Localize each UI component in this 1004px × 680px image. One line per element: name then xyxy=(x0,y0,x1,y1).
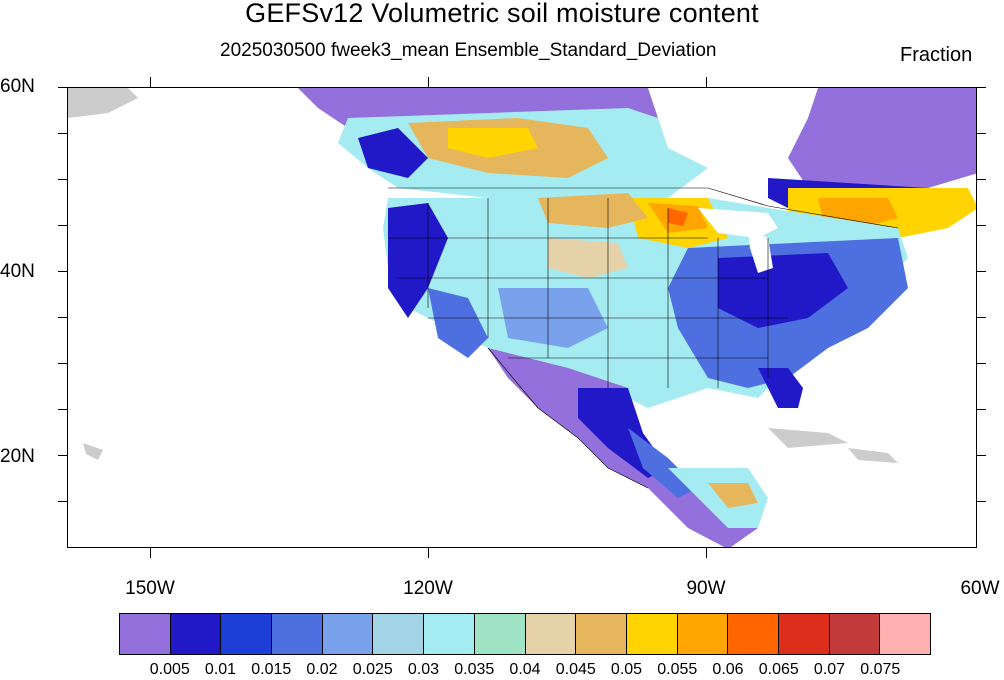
colorbar xyxy=(119,613,931,655)
lat-label-60n: 60N xyxy=(0,76,35,97)
colorbar-label: 0.02 xyxy=(306,661,338,678)
lon-label-120w: 120W xyxy=(403,578,453,599)
caribbean-islands xyxy=(768,428,848,448)
political-borders xyxy=(388,187,899,489)
colorbar-label: 0.055 xyxy=(657,661,698,678)
colorbar-label: 0.06 xyxy=(712,661,744,678)
colorbar-box-1 xyxy=(170,614,222,654)
lat-label-40n: 40N xyxy=(0,261,35,282)
colorbar-box-12 xyxy=(728,614,779,654)
units-label: Fraction xyxy=(900,44,973,66)
colorbar-label: 0.005 xyxy=(149,661,190,678)
colorbar-box-14 xyxy=(829,614,881,654)
colorbar-box-4 xyxy=(322,614,374,654)
colorbar-box-8 xyxy=(525,614,577,654)
alaska-region xyxy=(68,88,138,118)
great-lakes xyxy=(698,208,778,238)
colorbar-box-0 xyxy=(120,614,171,654)
colorbar-box-3 xyxy=(272,614,323,654)
lon-label-60w: 60W xyxy=(960,578,1000,599)
hawaii-islands xyxy=(83,443,103,460)
land-areas xyxy=(68,88,976,547)
lon-label-150w: 150W xyxy=(125,578,175,599)
map-subtitle: 2025030500 fweek3_mean Ensemble_Standard… xyxy=(220,40,717,61)
colorbar-box-7 xyxy=(474,614,526,654)
colorbar-label: 0.075 xyxy=(860,661,901,678)
hudson-bay xyxy=(648,88,798,168)
colorbar-label: 0.045 xyxy=(555,661,596,678)
florida-region xyxy=(758,368,803,408)
soil-moisture-map xyxy=(68,88,976,547)
colorbar-label: 0.065 xyxy=(758,661,799,678)
eastern-canada-region xyxy=(788,88,976,198)
colorbar-label: 0.03 xyxy=(407,661,440,678)
colorbar-label: 0.01 xyxy=(204,661,237,678)
colorbar-label: 0.07 xyxy=(813,661,846,678)
colorbar-label: 0.035 xyxy=(454,661,495,678)
colorbar-box-5 xyxy=(373,614,425,654)
colorbar-box-15 xyxy=(880,614,930,654)
lon-label-90w: 90W xyxy=(686,578,726,599)
map-title: GEFSv12 Volumetric soil moisture content xyxy=(245,0,759,28)
colorbar-label: 0.015 xyxy=(251,661,292,678)
colorbar-box-6 xyxy=(424,614,475,654)
colorbar-box-9 xyxy=(576,614,627,654)
colorbar-label: 0.025 xyxy=(352,661,393,678)
colorbar-label: 0.04 xyxy=(509,661,541,678)
colorbar-box-13 xyxy=(778,614,830,654)
map-plot-area[interactable] xyxy=(67,87,977,548)
lat-label-20n: 20N xyxy=(0,446,35,467)
colorbar-box-10 xyxy=(626,614,678,654)
colorbar-box-2 xyxy=(221,614,273,654)
colorbar-box-11 xyxy=(677,614,729,654)
colorbar-label: 0.05 xyxy=(610,661,643,678)
